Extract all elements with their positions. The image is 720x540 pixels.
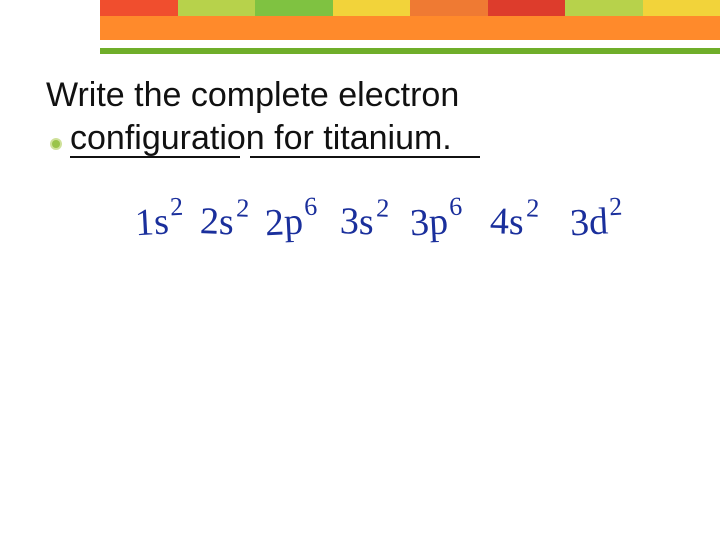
banner-strip-chunk <box>255 0 334 16</box>
banner-strip-chunk <box>410 0 489 16</box>
config-term: 1s2 <box>134 199 183 245</box>
config-term-base: 4s <box>489 200 524 243</box>
config-term-superscript: 2 <box>526 193 540 222</box>
banner-underline <box>100 48 720 54</box>
config-term-superscript: 2 <box>236 193 250 222</box>
config-term-base: 2p <box>264 200 304 244</box>
config-term-superscript: 2 <box>376 193 390 222</box>
title-line-2: configuration for titanium. <box>70 117 676 160</box>
config-term: 2p6 <box>264 199 317 246</box>
banner-strip-chunk <box>178 0 257 16</box>
config-term-superscript: 2 <box>169 192 183 222</box>
banner-color-strip <box>100 0 720 16</box>
config-term-base: 3s <box>339 200 374 243</box>
title-underline-seg-2 <box>250 156 480 158</box>
config-term-superscript: 2 <box>608 192 622 222</box>
config-term: 3d2 <box>569 199 622 246</box>
config-term-superscript: 6 <box>303 192 317 222</box>
banner-strip-chunk <box>333 0 412 16</box>
config-term-base: 3p <box>409 200 449 244</box>
config-term: 4s2 <box>489 199 537 245</box>
title-line-1: Write the complete electron <box>46 74 676 117</box>
config-term-base: 2s <box>199 200 234 243</box>
banner-strip-chunk <box>565 0 644 16</box>
config-term-superscript: 6 <box>448 192 462 222</box>
banner-strip-chunk <box>488 0 567 16</box>
config-term-base: 1s <box>134 200 170 244</box>
config-term-base: 3d <box>569 200 609 244</box>
slide: Write the complete electron configuratio… <box>0 0 720 540</box>
config-term: 3s2 <box>339 199 387 245</box>
banner-strip-chunk <box>100 0 179 16</box>
question-title: Write the complete electron configuratio… <box>46 74 676 159</box>
banner-strip-chunk <box>643 0 720 16</box>
config-term: 2s2 <box>199 199 247 245</box>
config-term: 3p6 <box>409 199 462 246</box>
title-underline-seg-1 <box>70 156 240 158</box>
